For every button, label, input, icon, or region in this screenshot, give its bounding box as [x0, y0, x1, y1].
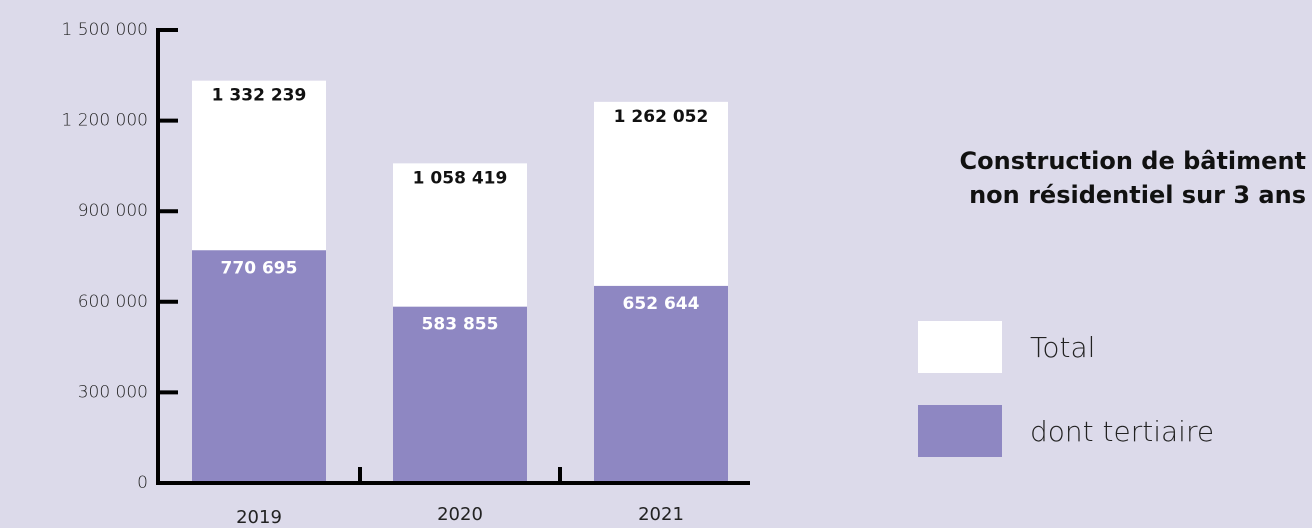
- x-tick-label: 2021: [638, 504, 684, 525]
- y-tick-label: 1 500 000: [61, 20, 148, 40]
- value-label: 652 644: [623, 294, 700, 314]
- y-tick-label: 600 000: [78, 292, 148, 312]
- x-tick-label: 2020: [437, 504, 483, 525]
- y-tick-label: 900 000: [78, 201, 148, 221]
- bar: [192, 250, 326, 483]
- value-label: 583 855: [422, 315, 499, 335]
- chart-title: non résidentiel sur 3 ans: [969, 181, 1306, 209]
- legend-swatch: [918, 321, 1002, 373]
- bar: [393, 306, 527, 483]
- value-label: 1 058 419: [413, 168, 508, 188]
- legend-swatch: [918, 405, 1002, 457]
- y-tick-label: 0: [137, 473, 148, 493]
- bar: [594, 285, 728, 483]
- legend-label: Total: [1030, 331, 1095, 364]
- x-tick-label: 2019: [236, 507, 282, 528]
- chart-title: Construction de bâtiment: [960, 147, 1306, 175]
- value-label: 1 262 052: [614, 107, 709, 127]
- value-label: 770 695: [221, 258, 298, 278]
- y-tick-label: 1 200 000: [61, 111, 148, 131]
- legend-label: dont tertiaire: [1030, 415, 1214, 448]
- y-tick-label: 300 000: [78, 382, 148, 402]
- value-label: 1 332 239: [212, 86, 307, 106]
